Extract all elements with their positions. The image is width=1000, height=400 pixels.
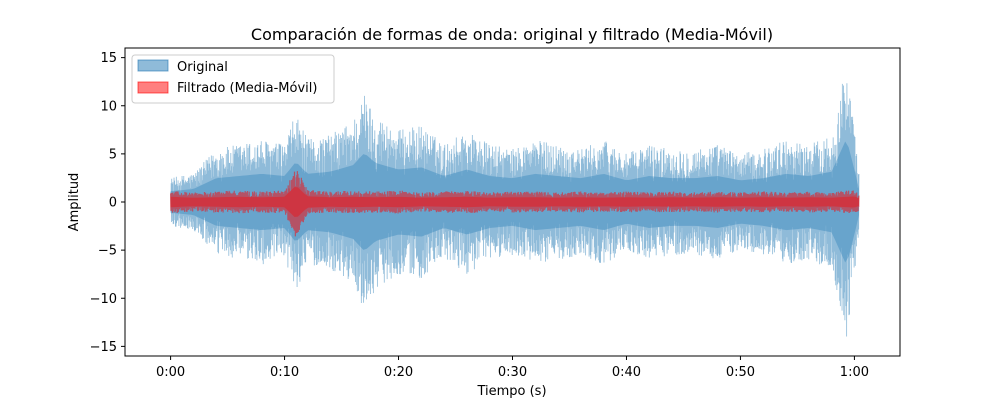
x-axis: 0:00 0:10 0:20 0:30 0:40 0:50 1:00	[156, 356, 869, 380]
y-tick-label: 10	[100, 99, 117, 114]
x-tick-label: 0:00	[156, 365, 185, 380]
y-tick-label: −5	[98, 244, 117, 259]
y-tick-label: 5	[109, 147, 117, 162]
y-tick-label: −10	[90, 292, 117, 307]
legend: Original Filtrado (Media-Móvil)	[131, 54, 335, 104]
legend-swatch-original	[137, 59, 169, 72]
x-tick-label: 0:50	[726, 365, 755, 380]
plot-area	[169, 83, 860, 337]
series-original	[170, 83, 860, 337]
legend-box	[131, 54, 335, 104]
x-tick-label: 0:10	[270, 365, 299, 380]
legend-label-original: Original	[177, 60, 228, 75]
x-axis-label: Tiempo (s)	[476, 384, 546, 399]
y-tick-label: 15	[100, 51, 117, 66]
x-tick-label: 1:00	[840, 365, 869, 380]
legend-swatch-filtered	[137, 81, 169, 94]
y-axis-label: Amplitud	[67, 173, 82, 232]
y-axis: −15 −10 −5 0 5 10 15	[90, 51, 125, 355]
series-filtered	[169, 171, 860, 237]
chart-title: Comparación de formas de onda: original …	[251, 25, 773, 44]
y-tick-label: 0	[109, 196, 117, 211]
legend-label-filtered: Filtrado (Media-Móvil)	[177, 81, 317, 96]
x-tick-label: 0:30	[498, 365, 527, 380]
y-tick-label: −15	[90, 340, 117, 355]
x-tick-label: 0:40	[612, 365, 641, 380]
x-tick-label: 0:20	[384, 365, 413, 380]
